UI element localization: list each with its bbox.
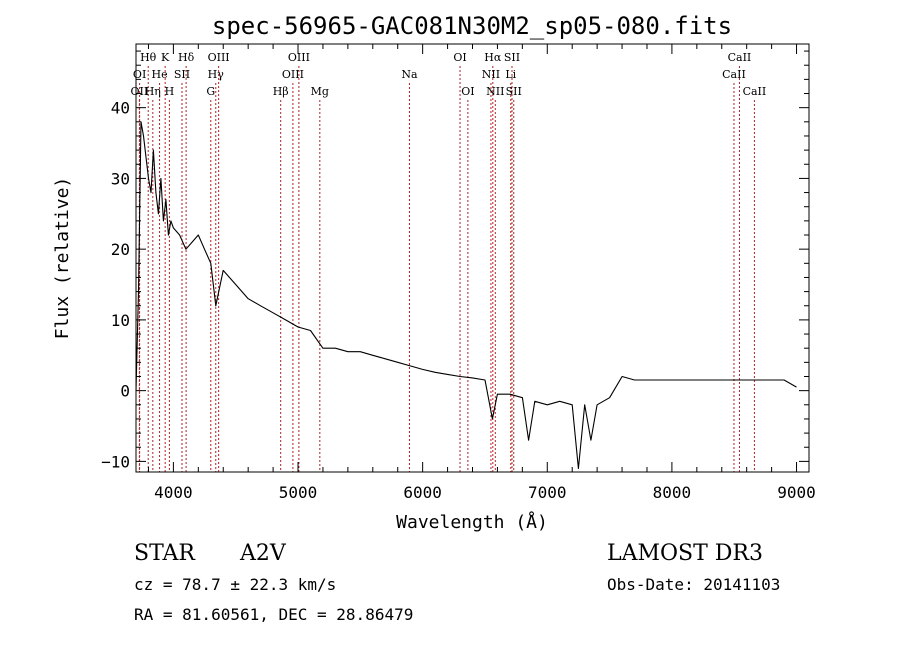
spectral-line-label: K	[161, 51, 170, 64]
spectral-line-label: G	[206, 85, 215, 98]
spectral-line-label: SII	[506, 85, 522, 98]
x-tick-label: 8000	[653, 483, 692, 502]
spectral-line-label: Hθ	[140, 51, 157, 64]
survey-label: LAMOST DR3	[607, 541, 763, 566]
coordinates: RA = 81.60561, DEC = 28.86479	[134, 605, 413, 624]
spectral-line-label: Hη	[145, 85, 161, 98]
spectral-line-label: CaII	[743, 85, 767, 98]
x-tick-label: 7000	[528, 483, 567, 502]
chart-title: spec-56965-GAC081N30M2_sp05-080.fits	[212, 12, 732, 40]
spectral-line-label: Hβ	[273, 85, 289, 98]
y-tick-label: −10	[101, 452, 130, 471]
y-axis-ticks: −10 0 10 20 30 40	[101, 50, 809, 471]
spectral-subclass: A2V	[239, 541, 287, 566]
spectral-line-label: Li	[505, 68, 516, 81]
spectral-line-label: CaII	[722, 68, 746, 81]
observation-date: Obs-Date: 20141103	[607, 575, 780, 594]
spectral-line-label: NII	[482, 68, 500, 81]
spectral-line-label: OI	[453, 51, 466, 64]
spectral-line-label: OII	[131, 85, 149, 98]
spectral-line-label: Na	[401, 68, 418, 81]
object-class: STAR	[134, 541, 196, 566]
flux-series-line	[135, 121, 797, 470]
x-tick-label: 9000	[777, 483, 816, 502]
redshift-value: cz = 78.7 ± 22.3 km/s	[134, 575, 336, 594]
spectral-line-label: NII	[486, 85, 504, 98]
x-axis-label: Wavelength (Å)	[396, 511, 548, 533]
spectral-line-label: Hγ	[208, 68, 225, 81]
spectral-line-label: SII	[504, 51, 520, 64]
spectral-line-label: He	[152, 68, 168, 81]
spectral-line-label: OIII	[288, 51, 310, 64]
x-tick-label: 6000	[403, 483, 442, 502]
x-axis-ticks: 4000 5000 6000 7000 8000 9000	[147, 44, 816, 502]
y-axis-label: Flux (relative)	[52, 177, 73, 340]
spectral-line-label: Hδ	[178, 51, 195, 64]
spectral-line-label: Hα	[484, 51, 502, 64]
spectral-line-label: CaII	[728, 51, 752, 64]
y-tick-label: 20	[111, 240, 130, 259]
spectral-line-label: Mg	[311, 85, 329, 98]
y-tick-label: 40	[111, 99, 130, 118]
spectral-line-markers	[138, 66, 755, 472]
y-tick-label: 0	[120, 382, 130, 401]
spectral-line-label: OIII	[208, 51, 230, 64]
y-tick-label: 10	[111, 311, 130, 330]
x-tick-label: 4000	[154, 483, 193, 502]
spectral-line-label: SII	[174, 68, 190, 81]
spectral-line-label: OI	[461, 85, 474, 98]
y-tick-label: 30	[111, 169, 130, 188]
x-tick-label: 5000	[279, 483, 318, 502]
spectral-line-label: H	[165, 85, 175, 98]
spectral-line-labels: OII OI Hθ Hη He K H SII Hδ G Hγ OIII Hβ OIII OIII Mg Na O…	[131, 51, 767, 98]
spectral-line-label: OIII	[282, 68, 304, 81]
